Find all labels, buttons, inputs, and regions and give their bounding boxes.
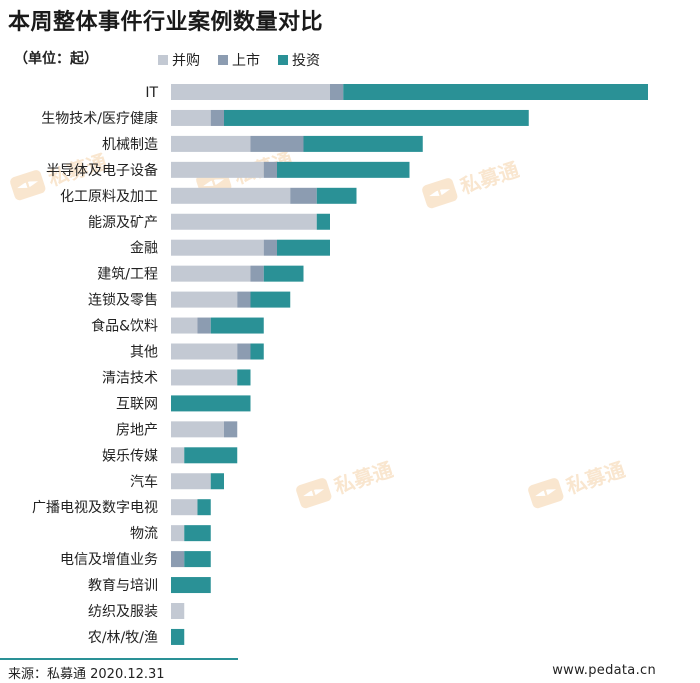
bar-segment-merger [171,213,317,230]
bar-segment-merger [171,317,198,334]
category-label: 能源及矿产 [88,215,158,231]
category-label: 生物技术/医疗健康 [41,110,158,127]
chart-title: 本周整体事件行业案例数量对比 [8,10,324,35]
legend-label-ipo: 上市 [232,53,260,69]
category-label: 连锁及零售 [88,293,158,309]
bar-segment-investment [171,628,185,645]
bar-segment-ipo [197,317,211,334]
legend-item-ipo: 上市 [218,50,260,70]
category-label: 清洁技术 [102,370,158,386]
bar-segment-investment [343,84,648,100]
bar-segment-merger [171,473,211,490]
bar-segment-investment [237,369,251,386]
bar-segment-merger [171,499,198,516]
bar-segment-investment [184,447,238,464]
unit-label: （单位：起） [14,51,98,67]
category-label: 建筑/工程 [97,267,158,283]
site-url: www.pedata.cn [552,663,656,678]
category-label: 教育与培训 [88,578,158,594]
category-label: 化工原料及加工 [60,189,158,205]
bar-segment-investment [197,499,211,516]
bar-segment-ipo [250,135,304,152]
bar-segment-investment [303,135,423,152]
category-label: 纺织及服装 [88,604,158,620]
bar-segment-ipo [210,109,224,126]
bar-segment-investment [184,525,211,542]
bar-segment-merger [171,291,238,308]
legend-label-investment: 投资 [292,53,320,69]
bar-segment-merger [171,369,238,386]
bar-segment-ipo [171,551,185,568]
category-label: IT [145,85,158,101]
bar-segment-investment [263,265,304,282]
category-label: 娱乐传媒 [102,448,158,464]
bar-segment-investment [250,343,264,360]
legend: 并购 上市 投资 [158,50,320,70]
bar-segment-ipo [330,84,344,100]
category-label: 金融 [130,241,158,257]
source-note: 来源：私募通 2020.12.31 [8,667,165,682]
category-labels-group: IT 生物技术/医疗健康机械制造半导体及电子设备化工原料及加工能源及矿产金融建筑/… [32,85,158,646]
bar-segment-investment [184,551,211,568]
bar-segment-ipo [250,265,264,282]
category-label: 物流 [130,526,158,542]
legend-item-investment: 投资 [278,50,320,70]
bars-group [171,84,648,645]
bar-segment-investment [316,213,330,230]
bar-segment-ipo [290,187,317,204]
bar-segment-ipo [237,343,251,360]
category-label: 半导体及电子设备 [46,162,158,179]
bar-segment-investment [210,317,264,334]
category-label: 农/林/牧/渔 [88,630,158,646]
bar-segment-investment [316,187,357,204]
category-label: 食品&饮料 [91,318,158,335]
bar-segment-investment [210,473,224,490]
bar-segment-merger [171,109,211,126]
bar-segment-investment [171,395,251,412]
legend-swatch-ipo [218,55,228,65]
category-label: 机械制造 [102,137,158,153]
bar-segment-investment [277,161,410,178]
bar-chart: IT 生物技术/医疗健康机械制造半导体及电子设备化工原料及加工能源及矿产金融建筑/… [32,84,648,646]
bar-segment-merger [171,343,238,360]
category-label: 其他 [130,345,158,361]
legend-item-merger: 并购 [158,50,200,70]
category-label: 广播电视及数字电视 [32,500,158,516]
bar-segment-merger [171,603,185,619]
bar-segment-merger [171,161,264,178]
bar-segment-ipo [237,291,251,308]
footer-divider [0,658,238,660]
legend-label-merger: 并购 [172,53,200,69]
bar-segment-ipo [263,161,277,178]
bar-segment-merger [171,421,224,438]
category-label: 电信及增值业务 [60,552,158,568]
legend-swatch-merger [158,55,168,65]
legend-swatch-investment [278,55,288,65]
category-label: 互联网 [116,396,158,412]
bar-segment-investment [224,109,529,126]
bar-segment-merger [171,525,185,542]
bar-segment-merger [171,187,291,204]
bar-segment-investment [250,291,291,308]
bar-segment-merger [171,135,251,152]
bar-segment-ipo [263,239,277,256]
bar-segment-ipo [224,421,238,438]
bar-segment-investment [171,577,211,594]
bar-segment-merger [171,84,330,100]
bar-segment-merger [171,239,264,256]
bar-segment-merger [171,447,185,464]
bar-segment-merger [171,265,251,282]
bar-segment-investment [277,239,330,256]
category-label: 房地产 [116,422,158,438]
category-label: 汽车 [130,473,158,490]
